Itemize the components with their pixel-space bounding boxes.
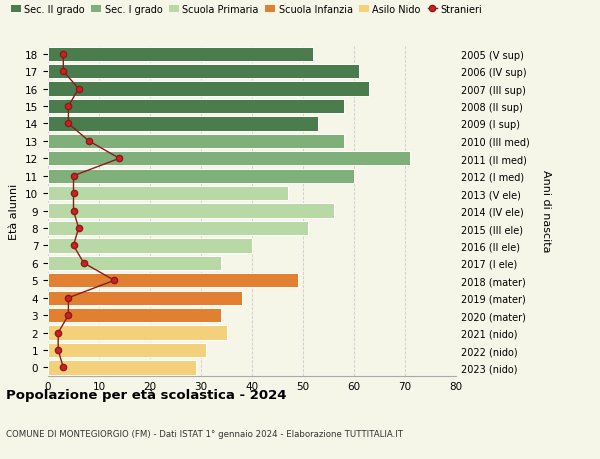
Bar <box>48 152 410 166</box>
Bar <box>48 221 308 235</box>
Text: Popolazione per età scolastica - 2024: Popolazione per età scolastica - 2024 <box>6 388 287 401</box>
Bar <box>48 274 298 288</box>
Bar <box>48 187 288 201</box>
Bar <box>48 204 334 218</box>
Bar <box>48 134 344 149</box>
Bar <box>48 343 206 358</box>
Bar <box>48 82 370 96</box>
Bar <box>48 291 242 305</box>
Bar <box>48 308 221 323</box>
Bar <box>48 256 221 270</box>
Bar <box>48 169 354 184</box>
Bar <box>48 326 227 340</box>
Legend: Sec. II grado, Sec. I grado, Scuola Primaria, Scuola Infanzia, Asilo Nido, Stran: Sec. II grado, Sec. I grado, Scuola Prim… <box>11 5 482 15</box>
Text: COMUNE DI MONTEGIORGIO (FM) - Dati ISTAT 1° gennaio 2024 - Elaborazione TUTTITAL: COMUNE DI MONTEGIORGIO (FM) - Dati ISTAT… <box>6 429 403 438</box>
Bar <box>48 65 359 79</box>
Bar <box>48 117 319 131</box>
Bar <box>48 47 313 62</box>
Bar <box>48 361 196 375</box>
Bar <box>48 239 252 253</box>
Bar <box>48 100 344 114</box>
Y-axis label: Età alunni: Età alunni <box>10 183 19 239</box>
Y-axis label: Anni di nascita: Anni di nascita <box>541 170 551 252</box>
